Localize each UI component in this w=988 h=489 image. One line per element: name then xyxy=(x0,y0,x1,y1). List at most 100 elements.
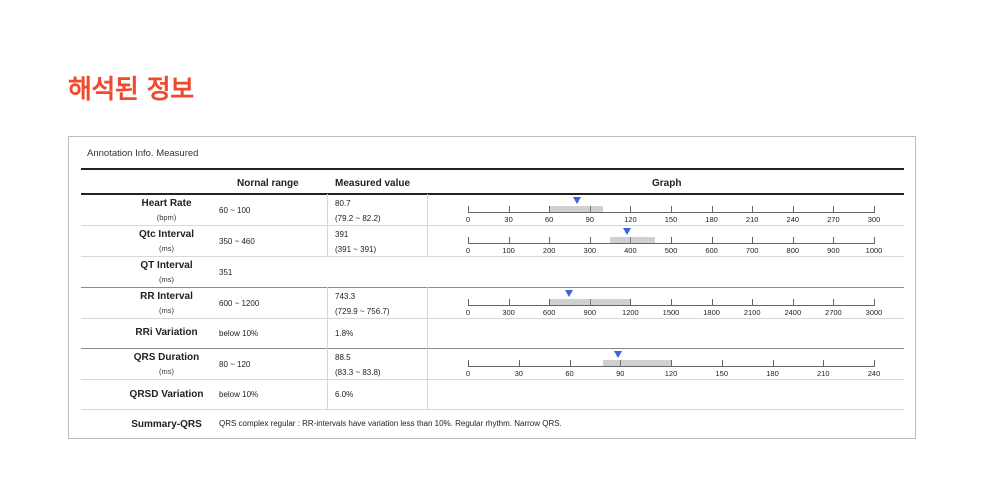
qrs-value-range: (83.3 ~ 83.8) xyxy=(335,368,381,377)
axis-tick xyxy=(823,360,825,367)
axis-tick-label: 1500 xyxy=(662,308,680,317)
measured-value-marker xyxy=(622,228,631,235)
axis-tick-label: 0 xyxy=(465,246,471,255)
axis-tick-label: 240 xyxy=(867,369,881,378)
header-measured-value: Measured value xyxy=(335,178,411,189)
axis-tick-label: 180 xyxy=(766,369,779,378)
row-divider xyxy=(81,409,904,410)
column-divider xyxy=(427,287,428,349)
axis-tick-label: 1200 xyxy=(622,308,639,317)
axis-tick-label: 400 xyxy=(624,246,637,255)
axis-tick xyxy=(752,299,754,306)
annotation-panel: Annotation Info. Measured Nornal range M… xyxy=(68,136,916,439)
axis-tick xyxy=(549,206,551,213)
measure-name: Summary-QRS xyxy=(131,419,202,430)
axis-tick-label: 200 xyxy=(542,246,556,255)
qrsd-normal-range: below 10% xyxy=(219,390,259,399)
rr-value: 743.3 xyxy=(335,292,356,301)
axis-tick-label: 1800 xyxy=(703,308,720,317)
qrs-graph: 0 30 60 90 120 150 180 210 240 xyxy=(466,349,880,379)
axis-tick xyxy=(711,206,713,213)
axis-tick xyxy=(833,237,835,244)
axis-tick xyxy=(874,206,875,213)
axis-tick-label: 2700 xyxy=(825,308,842,317)
qtc-graph: 0 100 200 300 400 500 600 700 800 900 1000 xyxy=(465,226,882,256)
axis-tick-label: 2100 xyxy=(743,308,761,317)
reference-line xyxy=(620,360,622,367)
measure-unit: (ms) xyxy=(159,367,174,376)
row-qrs-duration-name: QRS Duration (ms) xyxy=(89,351,244,377)
heart-rate-normal-range: 60 ~ 100 xyxy=(219,206,251,215)
axis-tick xyxy=(468,237,469,244)
column-divider xyxy=(427,194,428,256)
axis-tick-label: 500 xyxy=(664,246,678,255)
axis-tick xyxy=(630,206,632,213)
axis-tick-label: 900 xyxy=(583,308,597,317)
axis-tick-label: 300 xyxy=(502,308,515,317)
row-qt-interval-name: QT Interval (ms) xyxy=(89,259,244,285)
axis-tick xyxy=(833,299,835,306)
axis-tick-label: 0 xyxy=(465,308,471,317)
axis-tick-label: 800 xyxy=(786,246,800,255)
panel-label: Annotation Info. Measured xyxy=(87,148,199,159)
measure-name: RR Interval xyxy=(140,291,193,302)
axis-tick xyxy=(833,206,835,213)
measure-name: Qtc Interval xyxy=(138,229,195,240)
rr-value-range: (729.9 ~ 756.7) xyxy=(335,307,390,316)
row-summary-qrs-name: Summary-QRS xyxy=(89,418,244,431)
column-divider xyxy=(327,287,328,349)
measured-value-marker xyxy=(613,351,622,358)
header-graph: Graph xyxy=(652,178,682,189)
measure-name: QRS Duration xyxy=(133,352,200,363)
qtc-value: 391 xyxy=(335,230,349,239)
measure-unit: (ms) xyxy=(159,275,174,284)
heart-rate-value-range: (79.2 ~ 82.2) xyxy=(335,214,381,223)
axis-tick xyxy=(874,237,875,244)
qtc-normal-range: 350 ~ 460 xyxy=(219,237,255,246)
row-divider xyxy=(81,225,904,226)
reference-line xyxy=(589,206,591,213)
axis-tick-label: 60 xyxy=(545,215,554,224)
measure-unit: (bpm) xyxy=(156,213,177,222)
reference-line xyxy=(589,299,591,306)
axis-tick-label: 90 xyxy=(585,215,594,224)
axis-tick-label: 270 xyxy=(827,215,840,224)
axis-tick xyxy=(630,299,632,306)
axis-tick xyxy=(468,299,469,306)
axis-tick-label: 300 xyxy=(867,215,881,224)
heart-rate-value: 80.7 xyxy=(335,199,351,208)
axis-tick xyxy=(671,360,672,367)
axis-tick-label: 240 xyxy=(786,215,800,224)
axis-tick xyxy=(549,237,551,244)
axis-tick-label: 600 xyxy=(542,308,556,317)
measure-name: RRi Variation xyxy=(135,327,198,338)
page-title: 해석된 정보 xyxy=(68,75,194,105)
axis-tick xyxy=(671,299,672,306)
axis-tick xyxy=(711,237,713,244)
qrs-value: 88.5 xyxy=(335,353,351,362)
axis-tick-label: 90 xyxy=(616,369,625,378)
rr-graph: 0 300 600 900 1200 1500 1800 2100 2400 2700 3000 xyxy=(465,288,882,318)
row-divider xyxy=(81,379,904,380)
reference-line xyxy=(630,237,632,244)
measure-name: QRSD Variation xyxy=(129,389,204,400)
axis-tick-label: 1000 xyxy=(865,246,883,255)
axis-tick-label: 120 xyxy=(624,215,637,224)
column-divider xyxy=(327,349,328,410)
axis-tick xyxy=(549,299,551,306)
axis-tick-label: 150 xyxy=(664,215,678,224)
row-divider xyxy=(81,256,904,257)
axis-tick-label: 210 xyxy=(745,215,759,224)
axis-tick-label: 210 xyxy=(816,369,830,378)
axis-tick xyxy=(569,360,571,367)
column-divider xyxy=(327,194,328,256)
axis-tick xyxy=(752,206,754,213)
header-top-rule xyxy=(81,168,904,170)
axis-tick xyxy=(518,360,520,367)
axis-tick xyxy=(752,237,754,244)
axis-tick xyxy=(721,360,723,367)
axis-tick-label: 3000 xyxy=(865,308,883,317)
axis-tick xyxy=(792,206,794,213)
axis-tick xyxy=(589,237,591,244)
qrsd-value: 6.0% xyxy=(335,390,354,399)
